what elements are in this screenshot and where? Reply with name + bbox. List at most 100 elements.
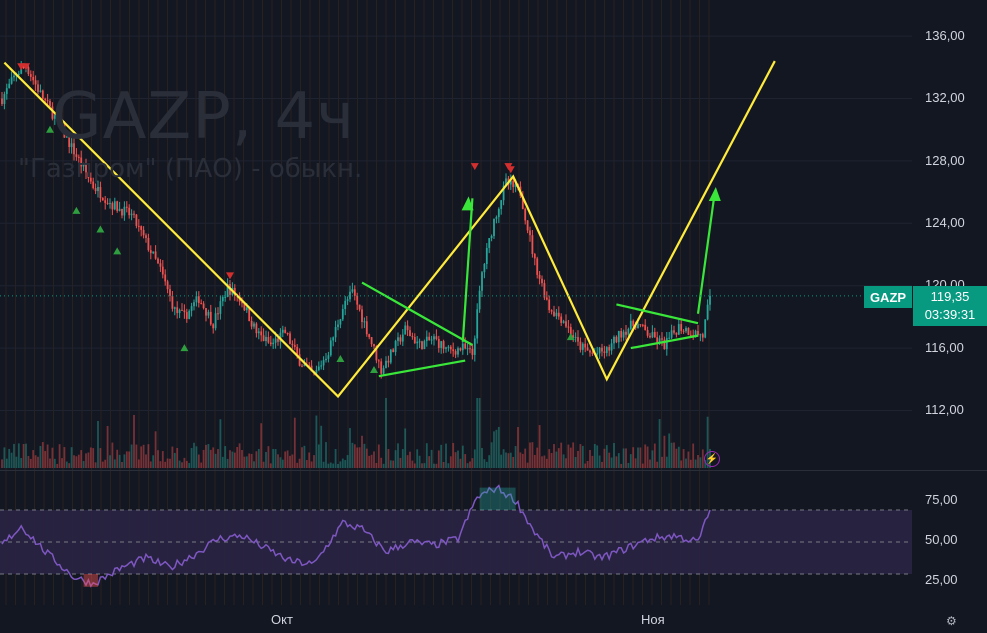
- volume-bar: [641, 463, 644, 468]
- volume-bar: [673, 442, 675, 468]
- candle-body: [613, 336, 615, 344]
- candle-body: [649, 335, 651, 338]
- candle-body: [368, 334, 371, 338]
- signal-markers: [17, 63, 575, 373]
- candle-body: [8, 83, 11, 89]
- candle-body: [85, 164, 87, 173]
- volume-bar: [109, 455, 111, 468]
- volume-bar: [505, 452, 507, 468]
- candle-body: [281, 329, 284, 333]
- volume-bar: [430, 449, 433, 468]
- candle-body: [464, 343, 467, 349]
- volume-bar: [605, 445, 608, 468]
- candle-body: [87, 172, 90, 178]
- candle-body: [277, 338, 279, 342]
- candle-body: [473, 338, 476, 355]
- volume-bar: [545, 458, 548, 468]
- volume-bar: [53, 458, 56, 468]
- candle-body: [488, 238, 491, 248]
- arrow-head: [461, 196, 474, 211]
- candle-body: [697, 330, 699, 336]
- ticker-badge[interactable]: GAZP: [864, 286, 912, 308]
- volume-bar: [629, 454, 632, 468]
- candle-body: [17, 73, 20, 75]
- candle-body: [339, 319, 342, 325]
- candle-body: [320, 365, 323, 367]
- volume-bar: [380, 457, 383, 468]
- volume-bar: [656, 461, 659, 468]
- candle-body: [663, 339, 666, 350]
- volume-bar: [116, 449, 119, 468]
- candle-body: [653, 332, 656, 338]
- volume-bar: [147, 444, 150, 468]
- candle-body: [543, 283, 546, 298]
- volume-bar: [425, 443, 428, 468]
- volume-bar: [668, 433, 671, 468]
- candle-body: [202, 303, 205, 309]
- volume-bar: [195, 446, 198, 468]
- volume-bar: [560, 442, 563, 468]
- candle-body: [435, 336, 438, 339]
- volume-bar: [193, 442, 195, 468]
- last-price-badge[interactable]: 119,35 03:39:31: [913, 286, 987, 326]
- volume-bar: [217, 449, 219, 468]
- buy-signal-marker: [336, 355, 345, 363]
- candle-body: [629, 320, 632, 329]
- volume-bar: [423, 463, 426, 468]
- volume-bar: [622, 448, 625, 468]
- volume-bar: [697, 454, 699, 468]
- volume-bar: [39, 445, 42, 468]
- candle-body: [73, 143, 75, 155]
- candle-body: [101, 198, 104, 201]
- candle-body: [32, 76, 35, 81]
- volume-bar: [567, 444, 570, 468]
- candle-body: [106, 202, 109, 204]
- volume-bar: [241, 450, 243, 468]
- volume-bar: [183, 457, 186, 468]
- lightning-icon[interactable]: ⚡: [704, 451, 720, 467]
- candle-body: [358, 304, 361, 310]
- candle-body: [92, 181, 95, 189]
- volume-bar: [418, 455, 421, 468]
- candle-body: [457, 348, 459, 355]
- price-tick-132: 132,00: [925, 90, 965, 105]
- volume-bar: [121, 461, 123, 468]
- volume-bar: [461, 445, 464, 468]
- candle-body: [272, 342, 275, 345]
- pattern-drawings[interactable]: [3, 60, 776, 399]
- candle-body: [327, 355, 330, 359]
- candle-body: [361, 309, 363, 322]
- candle-body: [454, 351, 457, 355]
- volume-bar: [653, 443, 656, 468]
- volume-bar: [361, 435, 363, 468]
- price-tick-112: 112,00: [925, 402, 964, 417]
- gear-icon[interactable]: ⚙: [946, 614, 957, 628]
- volume-bar: [677, 446, 680, 468]
- candle-body: [411, 336, 414, 338]
- candle-body: [627, 328, 630, 335]
- volume-bar: [221, 456, 224, 468]
- candle-body: [10, 77, 13, 84]
- candle-body: [495, 217, 498, 219]
- volume-bar: [610, 457, 613, 468]
- candle-body: [303, 364, 306, 367]
- candle-body: [75, 154, 78, 157]
- candle-body: [370, 337, 373, 345]
- candle-body: [3, 93, 6, 104]
- volume-bar: [327, 463, 330, 468]
- candle-body: [53, 115, 56, 119]
- candle-body: [351, 289, 354, 292]
- candle-body: [548, 299, 551, 311]
- candle-body: [423, 340, 426, 350]
- candle-body: [476, 309, 479, 339]
- candle-body: [221, 297, 224, 302]
- volume-bar: [404, 428, 407, 468]
- candle-body: [97, 187, 99, 192]
- candle-body: [447, 346, 450, 348]
- candle-body: [29, 74, 32, 77]
- volume-bar: [445, 443, 447, 468]
- candle-body: [397, 337, 399, 341]
- candle-body: [363, 321, 366, 323]
- volume-bar: [41, 442, 44, 468]
